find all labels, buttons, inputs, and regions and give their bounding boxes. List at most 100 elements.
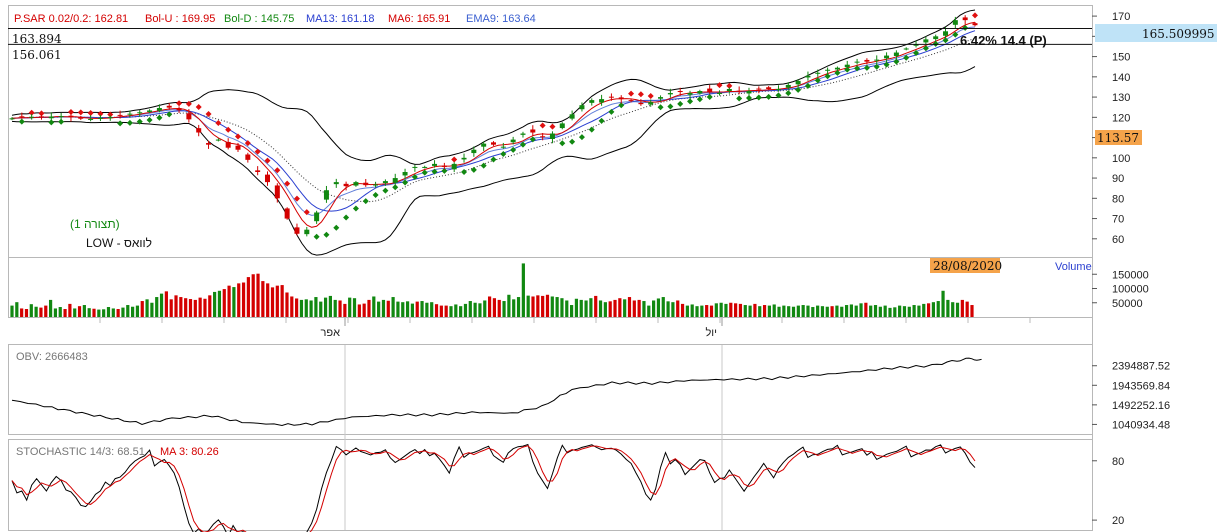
sar-point [402, 179, 409, 186]
sar-point [863, 64, 870, 71]
sar-point [559, 140, 566, 147]
volume-bar [873, 305, 878, 317]
sar-point [48, 119, 55, 126]
candle-body [156, 108, 162, 111]
sar-point [293, 195, 300, 202]
sar-point [814, 77, 821, 84]
volume-bar [888, 307, 892, 317]
ma6-line [11, 21, 976, 228]
price-levels [8, 27, 1092, 45]
bollinger-mid-line [11, 37, 976, 203]
volume-bar [463, 303, 468, 317]
volume-bar [743, 305, 747, 317]
candle-body [844, 64, 850, 68]
sar-point [117, 120, 124, 127]
candle-body [952, 20, 958, 25]
volume-bar [102, 309, 106, 317]
bollinger-bands [11, 9, 976, 256]
volume-bar [666, 301, 670, 317]
sar-point [352, 205, 359, 212]
volume-bar [338, 300, 342, 317]
volume-bar [261, 281, 265, 317]
volume-bar [391, 297, 395, 317]
sar-point [205, 110, 212, 117]
x-label-jul: יול [705, 326, 717, 339]
volume-bar [758, 306, 762, 317]
sar-point [87, 109, 94, 116]
volume-bar [444, 305, 448, 317]
volume-bar [618, 298, 622, 317]
volume-bar [902, 306, 907, 317]
sar-point [343, 214, 350, 221]
price-axis-tick-label: 130 [1112, 92, 1130, 104]
volume-bar [656, 298, 661, 317]
volume-bar [883, 305, 887, 317]
last-price-box [1095, 24, 1217, 42]
legend-bol-d: Bol-D : 145.75 [224, 13, 294, 25]
volume-label: Volume [1055, 261, 1092, 273]
volume-bar [507, 294, 511, 317]
panel-frames [8, 5, 1093, 531]
price-axis-tick-label: 150 [1112, 52, 1130, 64]
volume-bar [705, 305, 709, 317]
volume-bar [237, 283, 241, 317]
volume-bar [77, 306, 82, 317]
obv-line [11, 357, 982, 427]
sar-point [696, 96, 703, 103]
volume-bar [782, 305, 786, 317]
sar-point [411, 174, 418, 181]
volume-bar [526, 295, 530, 317]
sar-point [726, 82, 733, 89]
volume-bar [410, 303, 415, 317]
candle-body [343, 183, 349, 187]
sar-point [480, 162, 487, 169]
volume-bar [965, 301, 969, 317]
pattern-label: (תצורה 1) [70, 217, 120, 231]
candle-body [923, 39, 929, 43]
sar-point [421, 169, 428, 176]
candle-body [618, 97, 624, 100]
sar-point [529, 136, 536, 143]
volume-bar [917, 305, 921, 317]
volume-bar [328, 295, 332, 317]
sar-point [706, 93, 713, 100]
volume-bar [569, 305, 574, 317]
volume-bar [420, 301, 424, 317]
sar-point [913, 49, 920, 56]
candle-body [412, 166, 418, 168]
volume-bar [777, 306, 781, 317]
sar-point [883, 61, 890, 68]
volume-bar [314, 297, 318, 317]
volume-bar [492, 298, 497, 317]
volume-bar [816, 305, 820, 317]
sar-point [372, 192, 379, 199]
volume-bar [309, 300, 313, 317]
sar-point [284, 180, 291, 187]
bollinger-upper-line [11, 9, 976, 165]
volume-bar [150, 302, 154, 317]
candle-body [933, 36, 939, 40]
volume-bar [796, 305, 800, 317]
obv-axis-tick-label: 2394887.52 [1112, 361, 1170, 373]
candle-body [117, 114, 123, 116]
sar-point [274, 167, 281, 174]
volume-bar [459, 306, 463, 317]
stoch-ma-legend: MA 3: 80.26 [160, 446, 219, 458]
volume-bar [912, 305, 916, 317]
price-axis-tick-label: 120 [1112, 112, 1130, 124]
sar-point [608, 108, 615, 115]
volume-bar [854, 305, 858, 317]
volume-bar [869, 305, 873, 317]
volume-bar [825, 306, 829, 317]
volume-bar [941, 290, 945, 317]
candle-body [854, 61, 860, 63]
volume-bar [748, 305, 752, 317]
sar-point [578, 134, 585, 141]
volume-bar [960, 299, 964, 317]
volume-bar [454, 304, 458, 317]
percent-annotation: 6.42% 14.4 (P) [960, 33, 1047, 48]
volume-axis-tick-label: 150000 [1112, 269, 1149, 281]
volume-bar [907, 306, 911, 317]
candle-body [608, 96, 614, 98]
sar-point [755, 94, 762, 101]
